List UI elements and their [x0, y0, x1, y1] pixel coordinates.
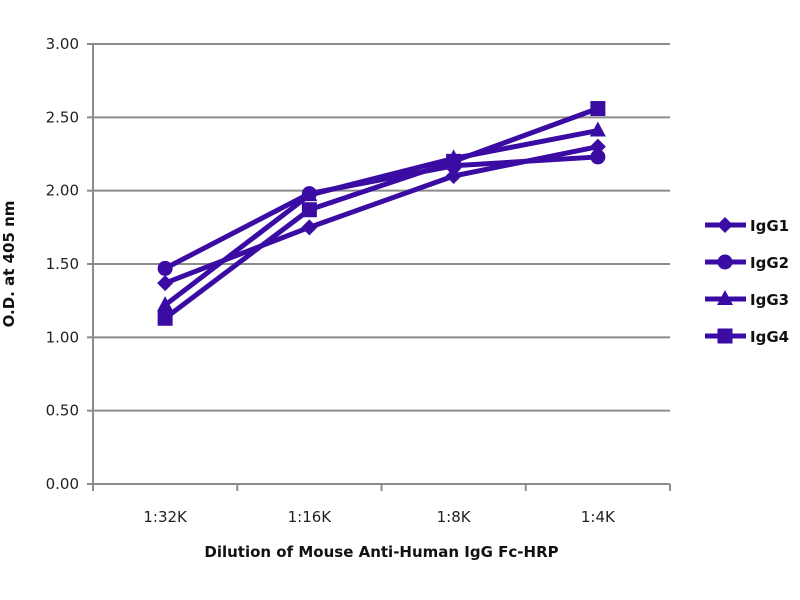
series-line-igg3 [163, 128, 599, 308]
x-tick-label: 1:32K [143, 508, 188, 526]
data-point-igg4 [301, 202, 317, 218]
data-point-igg1 [157, 275, 174, 292]
y-axis-title: O.D. at 405 nm [0, 201, 18, 328]
series-line-igg1 [164, 144, 599, 286]
y-tick-label: 0.00 [46, 475, 79, 493]
x-tick-label: 1:8K [437, 508, 472, 526]
data-point-igg2 [157, 260, 173, 276]
data-point-igg1 [301, 219, 318, 236]
series-line-igg2 [163, 154, 599, 271]
x-tick-label: 1:4K [581, 508, 616, 526]
data-point-igg4 [590, 101, 606, 117]
y-tick-label: 3.00 [46, 35, 79, 53]
y-tick-label: 1.00 [46, 328, 79, 346]
y-tick-label: 2.00 [46, 182, 79, 200]
legend-label: IgG1 [750, 217, 789, 235]
data-point-igg3 [301, 186, 318, 202]
legend-label: IgG2 [750, 254, 789, 272]
y-tick-label: 1.50 [46, 255, 79, 273]
y-tick-label: 0.50 [46, 402, 79, 420]
legend-marker-igg1 [717, 217, 733, 233]
x-axis-title: Dilution of Mouse Anti-Human IgG Fc-HRP [204, 543, 558, 561]
data-point-igg3 [589, 121, 606, 137]
legend-marker-igg3 [717, 290, 733, 305]
legend-label: IgG3 [750, 291, 789, 309]
data-point-igg3 [157, 296, 174, 312]
x-tick-label: 1:16K [288, 508, 333, 526]
data-point-igg4 [446, 153, 462, 169]
series-line-igg4 [163, 106, 599, 321]
legend-marker-igg2 [717, 254, 733, 270]
y-tick-label: 2.50 [46, 108, 79, 126]
legend-marker-igg4 [717, 328, 733, 344]
data-point-igg4 [157, 310, 173, 326]
data-point-igg2 [590, 149, 606, 165]
legend-label: IgG4 [750, 328, 789, 346]
